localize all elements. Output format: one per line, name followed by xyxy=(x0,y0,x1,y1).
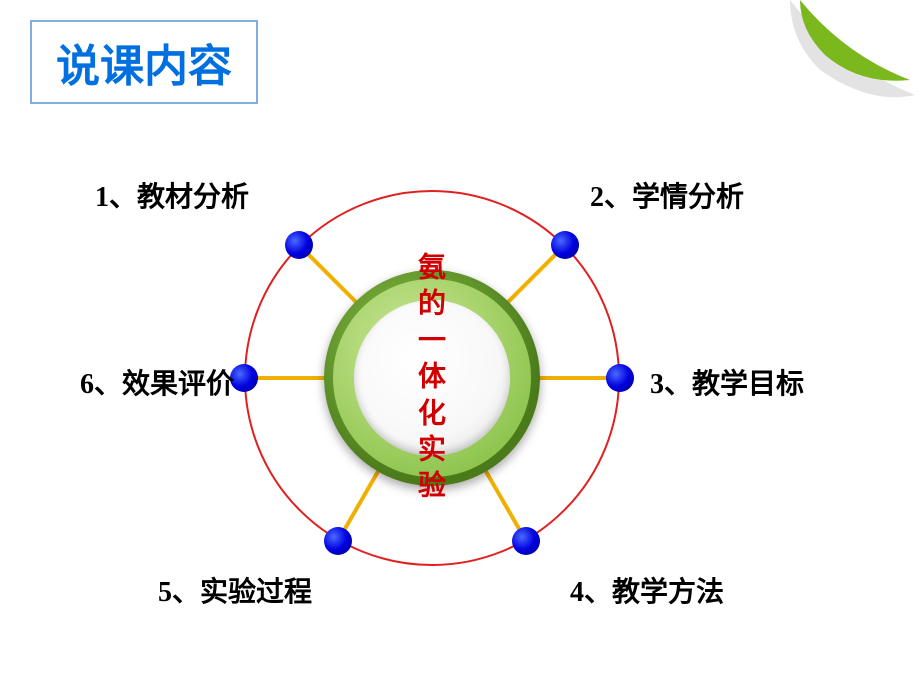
page-curl-decoration xyxy=(750,0,920,140)
center-text-line1: 氨的一体 xyxy=(418,251,446,397)
title-text: 说课内容 xyxy=(56,42,232,91)
center-text-line2: 化实验 xyxy=(418,396,446,505)
item-label: 2、学情分析 xyxy=(590,175,744,215)
node-dot xyxy=(230,364,258,392)
title-box: 说课内容 xyxy=(30,20,258,104)
item-label: 1、教材分析 xyxy=(95,175,249,215)
item-label: 3、教学目标 xyxy=(650,362,804,402)
item-label: 6、效果评价 xyxy=(80,362,234,402)
node-dot xyxy=(606,364,634,392)
node-dot xyxy=(551,231,579,259)
node-dot xyxy=(512,527,540,555)
node-dot xyxy=(285,231,313,259)
item-label: 5、实验过程 xyxy=(158,570,312,610)
item-label: 4、教学方法 xyxy=(570,570,724,610)
node-dot xyxy=(324,527,352,555)
center-text: 氨的一体化实验 xyxy=(418,251,446,506)
